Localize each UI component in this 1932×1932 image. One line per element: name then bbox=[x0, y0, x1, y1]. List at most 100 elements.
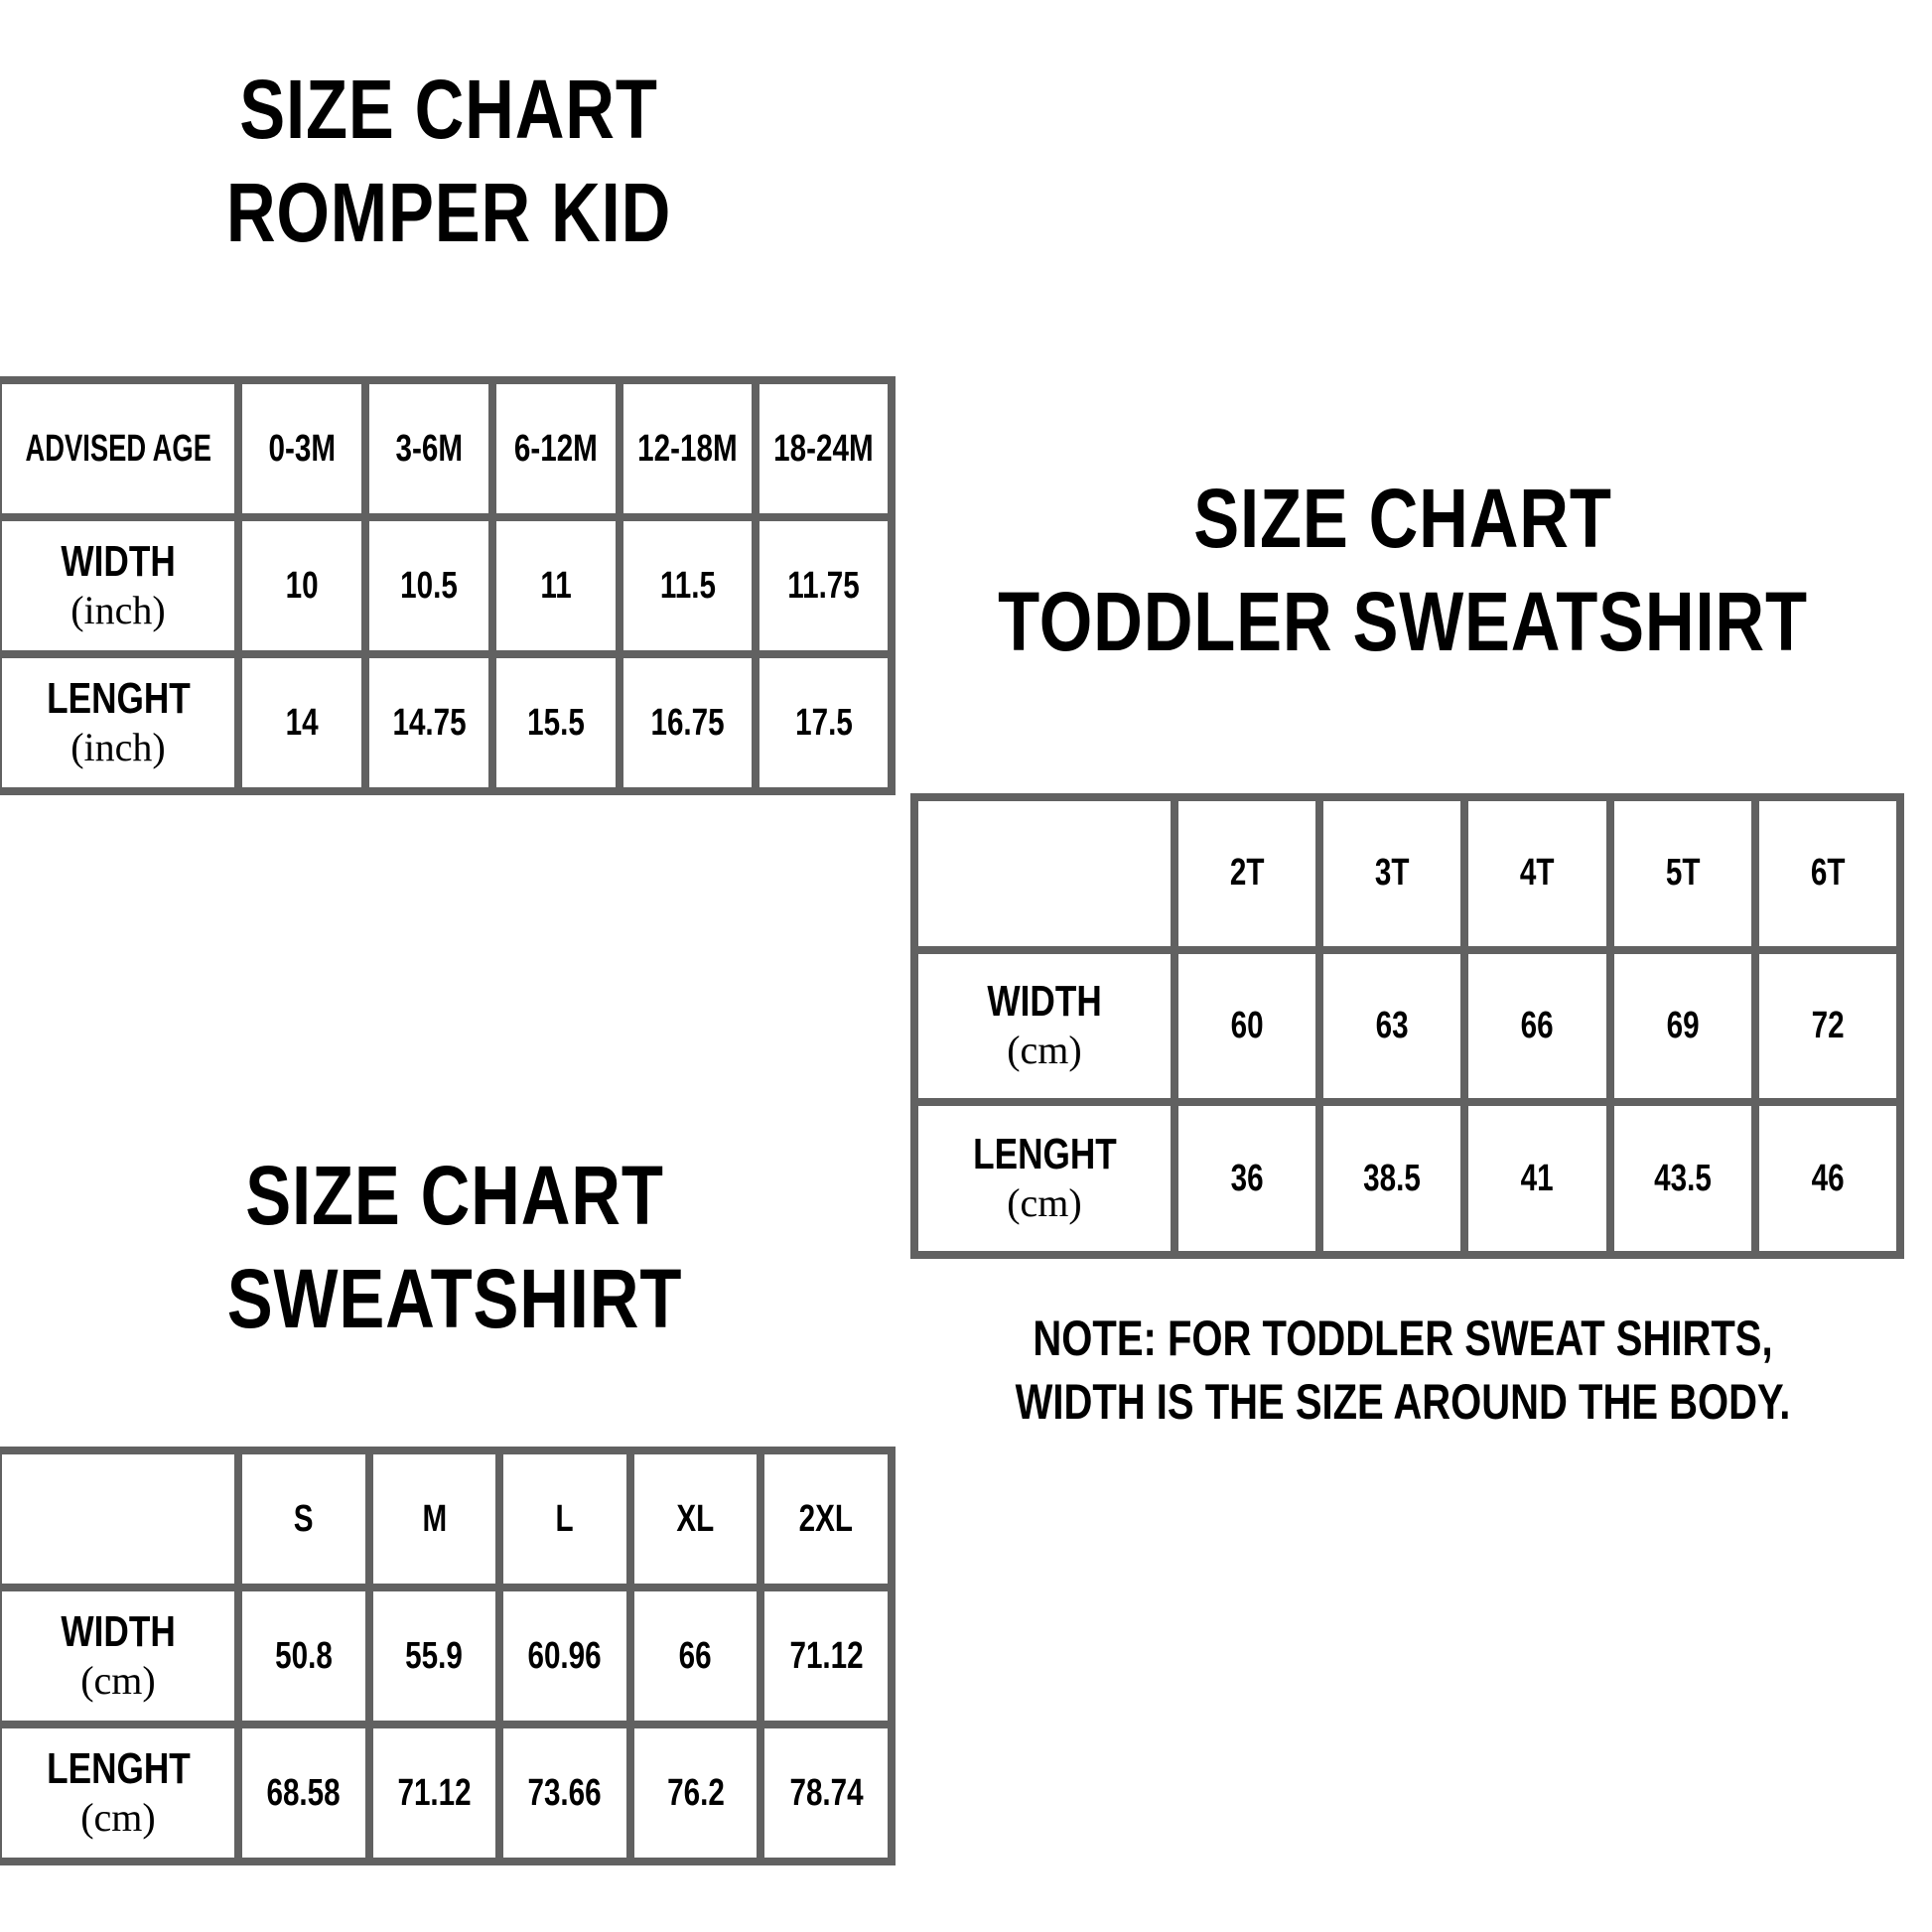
size-header-cell: M bbox=[372, 1454, 496, 1584]
title-line: ROMPER KID bbox=[225, 166, 672, 259]
measure-value: 66 bbox=[1520, 1004, 1554, 1046]
value-cell: 66 bbox=[633, 1591, 758, 1721]
title-line: SIZE CHART bbox=[245, 1149, 664, 1242]
title-line: TODDLER SWEATSHIRT bbox=[998, 575, 1808, 668]
size-header-cell: 5T bbox=[1613, 801, 1751, 946]
value-cell: 68.58 bbox=[242, 1728, 365, 1858]
value-cell: 76.2 bbox=[633, 1728, 758, 1858]
measure-value: 17.5 bbox=[794, 701, 853, 744]
row-label-cell: LENGHT (inch) bbox=[2, 658, 234, 787]
measure-value: 60 bbox=[1230, 1004, 1264, 1046]
title-line: SIZE CHART bbox=[239, 63, 658, 156]
size-label: 18-24M bbox=[773, 427, 874, 470]
size-label: 3-6M bbox=[395, 427, 463, 470]
value-cell: 66 bbox=[1468, 953, 1606, 1099]
size-header-cell: 0-3M bbox=[242, 384, 362, 513]
row-label-cell: WIDTH (inch) bbox=[2, 521, 234, 650]
size-label: S bbox=[293, 1497, 314, 1540]
value-cell: 72 bbox=[1758, 953, 1896, 1099]
header-label: ADVISED AGE bbox=[25, 428, 211, 470]
romper-size-table: ADVISED AGE 0-3M 3-6M 6-12M 12-18M 18-24M WIDT… bbox=[0, 376, 896, 795]
value-cell: 11.5 bbox=[623, 521, 753, 650]
size-header-cell: 3-6M bbox=[369, 384, 489, 513]
value-cell: 36 bbox=[1178, 1106, 1316, 1251]
size-label: 5T bbox=[1665, 852, 1700, 895]
size-header-cell: 6T bbox=[1758, 801, 1896, 946]
measure-unit: (inch) bbox=[70, 725, 166, 769]
measure-value: 72 bbox=[1811, 1004, 1845, 1046]
size-header-cell: XL bbox=[633, 1454, 758, 1584]
size-header-cell: 18-24M bbox=[759, 384, 888, 513]
size-header-cell: 12-18M bbox=[623, 384, 753, 513]
size-label: 2T bbox=[1229, 852, 1265, 895]
value-cell: 73.66 bbox=[503, 1728, 626, 1858]
value-cell: 15.5 bbox=[496, 658, 617, 787]
header-label-cell: ADVISED AGE bbox=[2, 384, 234, 513]
size-label: 6T bbox=[1810, 852, 1846, 895]
measure-value: 71.12 bbox=[397, 1771, 472, 1814]
row-label-cell: LENGHT (cm) bbox=[918, 1106, 1171, 1251]
size-label: 2XL bbox=[798, 1497, 854, 1540]
value-cell: 11.75 bbox=[759, 521, 888, 650]
measure-value: 43.5 bbox=[1653, 1157, 1712, 1199]
size-header-cell: 4T bbox=[1468, 801, 1606, 946]
measure-value: 41 bbox=[1520, 1157, 1554, 1199]
size-header-cell: S bbox=[242, 1454, 365, 1584]
toddler-note: NOTE: FOR TODDLER SWEAT SHIRTS, WIDTH IS… bbox=[906, 1307, 1899, 1434]
measure-label: LENGHT bbox=[46, 674, 191, 723]
note-line: WIDTH IS THE SIZE AROUND THE BODY. bbox=[1015, 1374, 1791, 1430]
size-label: XL bbox=[676, 1497, 715, 1540]
measure-label: WIDTH bbox=[987, 977, 1102, 1027]
value-cell: 10 bbox=[242, 521, 362, 650]
sweatshirt-title: SIZE CHART SWEATSHIRT bbox=[157, 1144, 753, 1350]
romper-title: SIZE CHART ROMPER KID bbox=[151, 58, 747, 264]
value-cell: 11 bbox=[496, 521, 617, 650]
value-cell: 55.9 bbox=[372, 1591, 496, 1721]
size-header-cell: 6-12M bbox=[496, 384, 617, 513]
value-cell: 78.74 bbox=[764, 1728, 888, 1858]
value-cell: 17.5 bbox=[759, 658, 888, 787]
title-line: SIZE CHART bbox=[1193, 472, 1612, 565]
size-header-cell: 3T bbox=[1323, 801, 1461, 946]
measure-value: 63 bbox=[1375, 1004, 1409, 1046]
value-cell: 14.75 bbox=[369, 658, 489, 787]
size-label: 3T bbox=[1374, 852, 1410, 895]
measure-value: 11.75 bbox=[787, 564, 860, 607]
toddler-title: SIZE CHART TODDLER SWEATSHIRT bbox=[906, 467, 1899, 673]
measure-value: 76.2 bbox=[666, 1771, 725, 1814]
measure-value: 50.8 bbox=[274, 1634, 333, 1677]
row-label-cell: WIDTH (cm) bbox=[918, 953, 1171, 1099]
measure-value: 71.12 bbox=[789, 1634, 864, 1677]
value-cell: 41 bbox=[1468, 1106, 1606, 1251]
value-cell: 60 bbox=[1178, 953, 1316, 1099]
measure-value: 55.9 bbox=[405, 1634, 464, 1677]
measure-value: 10.5 bbox=[400, 564, 458, 607]
value-cell: 46 bbox=[1758, 1106, 1896, 1251]
value-cell: 63 bbox=[1323, 953, 1461, 1099]
measure-unit: (inch) bbox=[70, 588, 166, 632]
measure-value: 16.75 bbox=[650, 701, 725, 744]
sweatshirt-size-table: S M L XL 2XL WIDTH (cm) 50.8 55.9 60.96 66 71.12 LEN… bbox=[0, 1447, 896, 1865]
value-cell: 16.75 bbox=[623, 658, 753, 787]
size-label: 4T bbox=[1520, 852, 1555, 895]
value-cell: 43.5 bbox=[1613, 1106, 1751, 1251]
size-label: M bbox=[422, 1497, 447, 1540]
size-label: 6-12M bbox=[514, 427, 599, 470]
header-label-cell bbox=[918, 801, 1171, 946]
size-label: 12-18M bbox=[637, 427, 738, 470]
size-label: L bbox=[555, 1497, 575, 1540]
measure-unit: (cm) bbox=[1007, 1180, 1082, 1226]
measure-value: 14 bbox=[285, 701, 319, 744]
size-header-cell: L bbox=[503, 1454, 626, 1584]
size-label: 0-3M bbox=[268, 427, 336, 470]
measure-value: 69 bbox=[1666, 1004, 1700, 1046]
value-cell: 14 bbox=[242, 658, 362, 787]
measure-value: 11 bbox=[540, 564, 572, 607]
measure-unit: (cm) bbox=[80, 1658, 156, 1703]
measure-unit: (cm) bbox=[80, 1795, 156, 1840]
measure-value: 73.66 bbox=[527, 1771, 603, 1814]
measure-value: 78.74 bbox=[789, 1771, 864, 1814]
row-label-cell: LENGHT (cm) bbox=[2, 1728, 234, 1858]
row-label-cell: WIDTH (cm) bbox=[2, 1591, 234, 1721]
measure-label: LENGHT bbox=[46, 1744, 191, 1793]
